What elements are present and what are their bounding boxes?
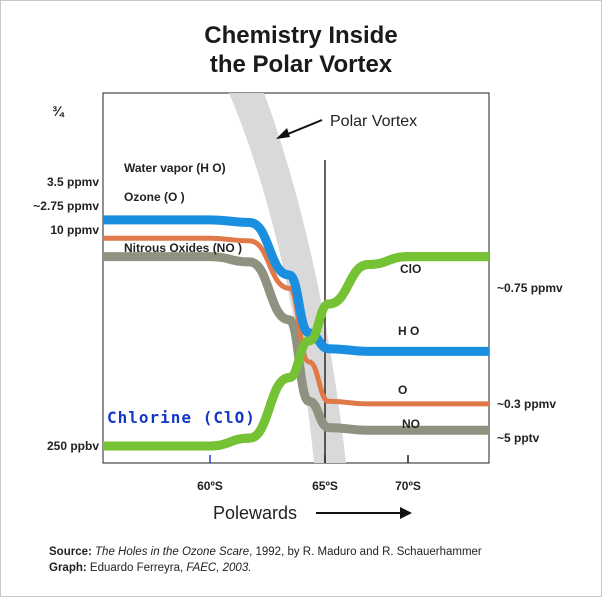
source-details: , 1992, by R. Maduro and R. Schauerhamme…	[249, 546, 482, 558]
water-vapor-line	[102, 215, 489, 356]
corner-mark: ¾	[52, 103, 65, 119]
graph-author: Eduardo Ferreyra,	[86, 562, 187, 574]
graph-label: Graph:	[49, 562, 87, 574]
chart-title-line-2: the Polar Vortex	[209, 51, 393, 78]
end-label-water-vapor: H O	[398, 324, 419, 338]
graph-credit: Graph: Eduardo Ferreyra, FAEC, 2003.	[49, 562, 251, 574]
source-label: Source:	[49, 546, 92, 558]
x-axis-arrow-head	[400, 507, 412, 519]
y-tick-left: ~2.75 ppmv	[33, 199, 99, 213]
polar-vortex-arrow-head	[276, 128, 290, 139]
chlorine-line-front	[102, 252, 489, 451]
end-label-ozone: O	[398, 383, 407, 397]
graph-organization: FAEC, 2003.	[186, 562, 252, 574]
x-axis-label: Polewards	[213, 503, 297, 523]
label-ozone: Ozone (O )	[124, 190, 185, 204]
y-tick-right: ~5 pptv	[497, 431, 540, 445]
end-label-chlorine: ClO	[400, 262, 421, 276]
label-nitrous-oxides: Nitrous Oxides (NO )	[124, 241, 242, 255]
y-tick-left: 10 ppmv	[50, 223, 99, 237]
y-tick-left: 250 ppbv	[47, 439, 99, 453]
x-tick-label: 60ºS	[197, 479, 223, 493]
y-tick-right: ~0.3 ppmv	[497, 397, 556, 411]
label-water-vapor: Water vapor (H O)	[124, 161, 226, 175]
polar-vortex-label: Polar Vortex	[330, 113, 417, 130]
chart-title-line-1: Chemistry Inside	[204, 22, 398, 49]
source-title: The Holes in the Ozone Scare	[95, 546, 250, 558]
label-chlorine: Chlorine (ClO)	[107, 408, 256, 427]
x-tick-label: 70ºS	[395, 479, 421, 493]
polar-vortex-arrow-shaft	[282, 119, 323, 137]
x-tick-label: 65ºS	[312, 479, 338, 493]
y-tick-left: 3.5 ppmv	[47, 175, 99, 189]
y-tick-right: ~0.75 ppmv	[497, 281, 563, 295]
end-label-nitrous-oxides: NO	[402, 417, 420, 431]
source-credit: Source: The Holes in the Ozone Scare, 19…	[49, 546, 482, 558]
